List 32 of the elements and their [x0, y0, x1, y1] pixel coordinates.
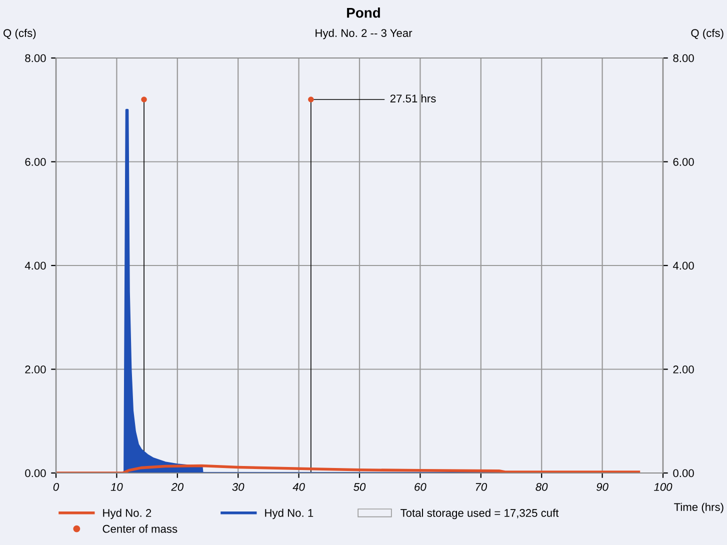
- legend-label: Hyd No. 2: [103, 508, 152, 520]
- x-tick-label: 50: [354, 483, 366, 491]
- line-series: [56, 464, 640, 473]
- y2-axis-title: Q (cfs): [691, 28, 724, 40]
- chart-subtitle: Hyd. No. 2 -- 3 Year: [316, 28, 412, 40]
- x-tick-label: 10: [110, 483, 123, 491]
- y-tick-label: 4.00: [24, 262, 46, 270]
- y2-tick-label: 2.00: [673, 366, 694, 374]
- y2-tick-label: 8.00: [673, 54, 694, 62]
- x-tick-label: 80: [536, 483, 548, 491]
- text: Total storage used = 17,325 cuft: [400, 508, 559, 520]
- y-tick-label: 0.00: [25, 469, 46, 478]
- x-tick-label: 30: [232, 483, 244, 491]
- y-axis-title: Q (cfs): [4, 28, 36, 40]
- x-tick-label: 40: [292, 483, 305, 491]
- chart-title: Pond: [347, 8, 380, 18]
- y-tick-label: 8.00: [25, 54, 46, 62]
- x-tick-label: 90: [596, 483, 608, 491]
- x-tick-label: 70: [476, 483, 487, 491]
- legend-label: Center of mass: [102, 524, 178, 533]
- y2-tick-label: 4.00: [672, 262, 694, 270]
- annotation: 27.51 hrs: [390, 94, 436, 102]
- x-axis-title: Time (hrs): [674, 502, 724, 514]
- legend-label: Hyd No. 1: [265, 508, 314, 520]
- x-tick-label: 20: [171, 483, 184, 491]
- x-tick-label: 60: [414, 483, 426, 491]
- y-tick-label: 2.00: [25, 366, 46, 374]
- y-tick-label: 6.00: [25, 158, 46, 166]
- x-tick-label: 100: [654, 483, 672, 491]
- x-tick-label: 0: [53, 483, 59, 491]
- y2-tick-label: 6.00: [673, 158, 694, 166]
- y2-tick-label: 0.00: [673, 469, 694, 478]
